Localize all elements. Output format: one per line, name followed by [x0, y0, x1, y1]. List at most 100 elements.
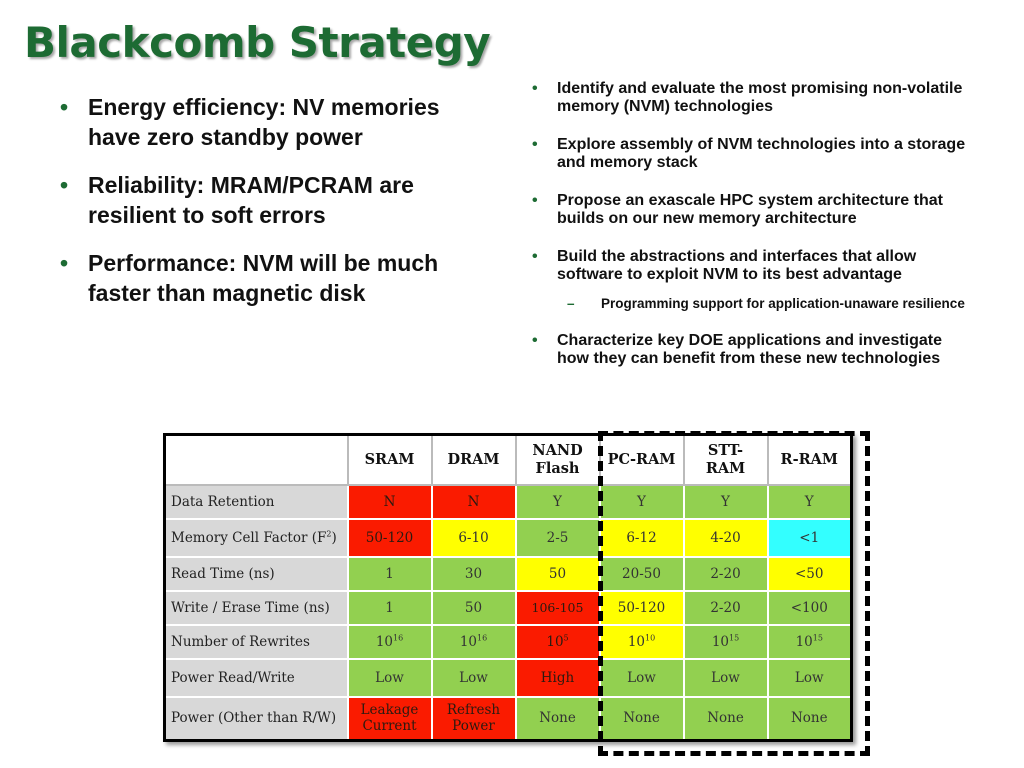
table-cell: 1 — [346, 589, 433, 626]
table-cell: 50 — [430, 589, 517, 626]
table-cell: Low — [346, 657, 433, 698]
table-cell-value: Y — [553, 493, 562, 510]
left-bullet-item: Energy efficiency: NV memories have zero… — [58, 92, 458, 152]
row-header: Write / Erase Time (ns) — [163, 589, 349, 626]
table-row: Power (Other than R/W) Leakage Current Ref… — [163, 695, 853, 742]
table-cell: Y — [766, 483, 853, 520]
table-cell: 105 — [514, 623, 601, 660]
table-cell: 6-12 — [598, 517, 685, 558]
table-cell: 6-10 — [430, 517, 517, 558]
row-header: Data Retention — [163, 483, 349, 520]
table-cell-value: Leakage Current — [360, 702, 419, 735]
table-cell-value: 4-20 — [710, 529, 741, 546]
table-row: Memory Cell Factor (F2) 50-120 6-10 2-5 6-12… — [163, 517, 853, 558]
right-bullet-list: Identify and evaluate the most promising… — [530, 80, 970, 388]
row-header: Memory Cell Factor (F2) — [163, 517, 349, 558]
column-header: NAND Flash — [514, 433, 601, 486]
table-cell: None — [598, 695, 685, 742]
table-cell: N — [430, 483, 517, 520]
table-cell: <1 — [766, 517, 853, 558]
table-cell-value: High — [540, 669, 575, 686]
table-cell: None — [682, 695, 769, 742]
left-bullet-list: Energy efficiency: NV memories have zero… — [58, 92, 458, 326]
row-header: Power Read/Write — [163, 657, 349, 698]
row-header-label: Data Retention — [171, 493, 275, 510]
table-cell: 1 — [346, 555, 433, 592]
row-header-label: Power Read/Write — [171, 669, 295, 686]
row-header-suffix: ) — [331, 529, 337, 546]
table-cell-value: <50 — [795, 565, 824, 582]
row-header: Number of Rewrites — [163, 623, 349, 660]
table-cell-exponent: 16 — [477, 633, 488, 642]
table-cell: High — [514, 657, 601, 698]
table-body: Data Retention N N Y Y Y Y Memory Cell Factor (… — [163, 483, 853, 742]
table-cell: Low — [682, 657, 769, 698]
table-cell-exponent: 15 — [812, 633, 823, 642]
sub-bullet-list: Programming support for application-unaw… — [557, 296, 970, 312]
table-cell-value: 50-120 — [365, 529, 414, 546]
right-bullet-item: Identify and evaluate the most promising… — [530, 80, 970, 116]
table-cell-value: N — [467, 493, 480, 510]
table-cell-value: 30 — [464, 565, 483, 582]
table-cell-value: Low — [794, 669, 824, 686]
table-cell: Y — [682, 483, 769, 520]
table-cell-value: Low — [627, 669, 656, 686]
table-row: Write / Erase Time (ns) 1 50 106-105 50-120 2… — [163, 589, 853, 626]
table-cell-value: 10 — [795, 633, 813, 650]
table-cell-exponent: 5 — [563, 633, 569, 642]
table-cell-value: 10 — [459, 633, 477, 650]
table-cell: 1010 — [598, 623, 685, 660]
table-cell: 1016 — [346, 623, 433, 660]
row-header: Read Time (ns) — [163, 555, 349, 592]
table-cell-value: None — [539, 710, 576, 727]
right-bullet-item: Propose an exascale HPC system architect… — [530, 192, 970, 228]
table-cell-value: 50 — [548, 565, 567, 582]
table-cell-value: 1 — [385, 599, 394, 616]
table-cell-value: 6-12 — [626, 529, 657, 546]
column-header-text: STT-RAM — [705, 441, 746, 477]
table-cell-value: 2-5 — [546, 529, 569, 546]
left-bullet-item: Performance: NVM will be much faster tha… — [58, 248, 458, 308]
table-cell-value: 10 — [627, 633, 645, 650]
table-row: Power Read/Write Low Low High Low Low Low — [163, 657, 853, 698]
table-cell: N — [346, 483, 433, 520]
table-cell-value: Y — [804, 493, 814, 510]
table-cell: Low — [598, 657, 685, 698]
table-cell-value: 1 — [385, 565, 394, 582]
table-cell-value: 10 — [546, 633, 564, 650]
table-cell-value: Low — [711, 669, 740, 686]
table-cell: 106-105 — [514, 589, 601, 626]
table-cell: 4-20 — [682, 517, 769, 558]
table-cell: <100 — [766, 589, 853, 626]
sub-bullet-item: Programming support for application-unaw… — [557, 296, 970, 312]
table-cell-value: Y — [637, 493, 646, 510]
right-bullet-item: Build the abstractions and interfaces th… — [530, 248, 970, 312]
table-cell: 50 — [514, 555, 601, 592]
table-cell: Low — [766, 657, 853, 698]
row-header-label: Power (Other than R/W) — [171, 710, 337, 727]
table-cell-value: 2-20 — [710, 599, 741, 616]
table-row: Number of Rewrites 1016 1016 105 1010 1015 101… — [163, 623, 853, 660]
table-row: Read Time (ns) 1 30 50 20-50 2-20 <50 — [163, 555, 853, 592]
table-cell-value: Refresh Power — [446, 702, 501, 735]
table-cell: 50-120 — [346, 517, 433, 558]
table-row: Data Retention N N Y Y Y Y — [163, 483, 853, 520]
left-bullet-item: Reliability: MRAM/PCRAM are resilient to… — [58, 170, 458, 230]
right-bullet-text: Build the abstractions and interfaces th… — [557, 248, 917, 283]
table-cell-value: Y — [721, 493, 730, 510]
table-cell: 2-20 — [682, 555, 769, 592]
table-cell-exponent: 15 — [729, 633, 740, 642]
table-cell: 30 — [430, 555, 517, 592]
table-cell-value: Low — [375, 669, 404, 686]
row-header: Power (Other than R/W) — [163, 695, 349, 742]
table-cell: None — [514, 695, 601, 742]
table-cell-value: 2-20 — [710, 565, 741, 582]
table-cell: 1015 — [682, 623, 769, 660]
row-header-label: Memory Cell Factor (F — [171, 529, 327, 546]
slide-title: Blackcomb Strategy — [24, 18, 491, 67]
table-cell-value: Low — [459, 669, 488, 686]
column-header: R-RAM — [766, 433, 853, 486]
row-header-superscript: 2 — [326, 529, 332, 538]
table-cell-exponent: 16 — [393, 633, 404, 642]
table-cell: 1015 — [766, 623, 853, 660]
